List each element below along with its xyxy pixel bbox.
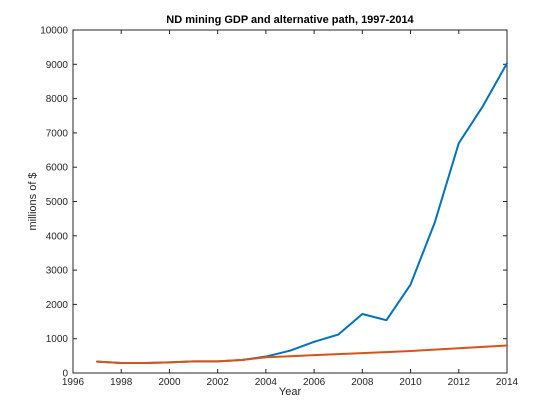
x-tick-label: 2002 <box>207 377 230 388</box>
x-tick-label: 2008 <box>351 377 374 388</box>
series-line-2 <box>96 344 508 365</box>
y-tick-label: 0 <box>62 369 68 380</box>
y-axis-label: millions of $ <box>27 172 39 230</box>
y-tick-label: 7000 <box>46 128 69 139</box>
series-line-1 <box>96 62 508 365</box>
y-tick-label: 10000 <box>40 26 68 37</box>
x-tick-label: 1998 <box>110 377 133 388</box>
x-tick-label: 2006 <box>303 377 326 388</box>
y-tick-label: 6000 <box>46 163 69 174</box>
y-tick-label: 5000 <box>46 197 69 208</box>
y-tick-label: 1000 <box>46 334 69 345</box>
x-tick-label: 2014 <box>496 377 519 388</box>
x-axis-label: Year <box>279 386 302 398</box>
y-tick-label: 4000 <box>46 231 69 242</box>
x-tick-label: 2000 <box>158 377 181 388</box>
x-axis: 1996 1998 2000 2002 2004 2006 2008 2010 2012 2014 <box>62 30 519 388</box>
series-layer <box>96 62 508 365</box>
y-axis: 0 1000 2000 3000 4000 5000 6000 7000 8000 9000 100… <box>40 26 507 380</box>
x-tick-label: 2004 <box>255 377 278 388</box>
y-tick-label: 9000 <box>46 60 69 71</box>
x-tick-label: 1996 <box>62 377 85 388</box>
x-tick-label: 2010 <box>399 377 422 388</box>
y-tick-label: 8000 <box>46 94 69 105</box>
y-tick-label: 3000 <box>46 266 69 277</box>
y-tick-label: 2000 <box>46 300 69 311</box>
x-tick-label: 2012 <box>448 377 471 388</box>
chart-title: ND mining GDP and alternative path, 1997… <box>166 14 414 26</box>
